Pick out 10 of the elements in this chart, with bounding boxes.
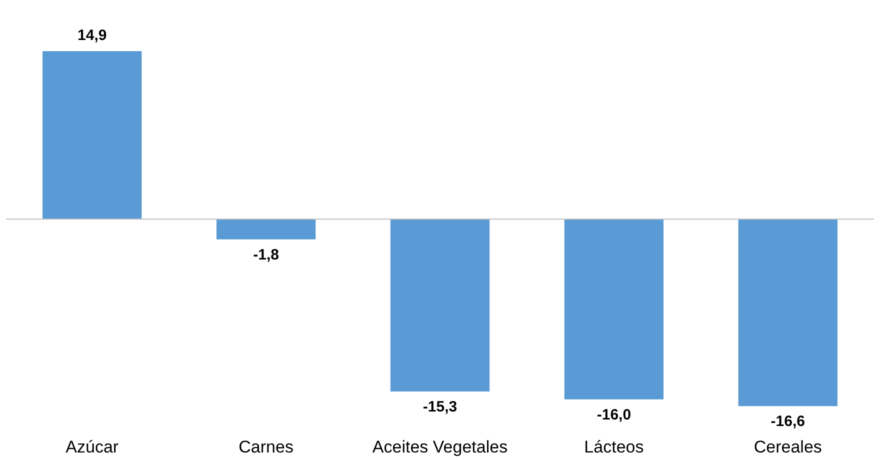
data-label: -15,3 — [422, 398, 458, 416]
x-tick-label: Aceites Vegetales — [372, 438, 508, 456]
data-label: 14,9 — [78, 27, 107, 44]
x-tick-label: Azúcar — [66, 438, 119, 456]
x-tick-label: Cereales — [754, 438, 822, 456]
data-label: -1,8 — [253, 246, 279, 264]
x-tick-label: Carnes — [238, 438, 294, 456]
data-label: -16,6 — [770, 413, 805, 430]
data-label: -16,0 — [596, 406, 632, 424]
x-tick-label: Lácteos — [584, 438, 644, 456]
